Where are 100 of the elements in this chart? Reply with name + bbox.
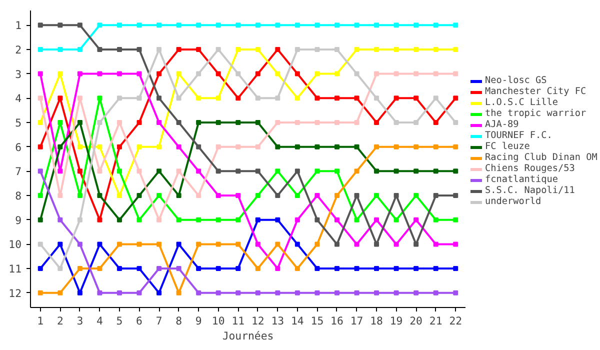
point [216, 266, 221, 272]
point [38, 46, 43, 52]
point [176, 46, 182, 52]
point [136, 46, 142, 52]
point [354, 242, 360, 247]
point [433, 266, 438, 272]
point [216, 290, 221, 296]
point [453, 22, 458, 28]
point [394, 242, 399, 247]
point [176, 242, 182, 247]
point [176, 96, 182, 101]
point [255, 71, 260, 76]
point [116, 46, 122, 52]
y-tick-label: 6 [15, 140, 22, 154]
point [414, 290, 419, 296]
point [38, 290, 43, 296]
point [374, 71, 380, 76]
point [374, 96, 380, 101]
x-tick-label: 3 [76, 314, 84, 328]
point [354, 120, 360, 125]
legend-label: underworld [485, 196, 542, 207]
point [314, 144, 320, 150]
point [38, 266, 43, 272]
point [453, 242, 458, 247]
point [294, 120, 300, 125]
point [255, 120, 260, 125]
point [156, 217, 162, 222]
point [433, 46, 438, 52]
point [374, 144, 380, 150]
point [453, 290, 458, 296]
point [354, 46, 360, 52]
point [334, 242, 340, 247]
point [255, 144, 260, 150]
point [58, 71, 63, 76]
point [294, 242, 300, 247]
point [97, 193, 102, 198]
point [216, 193, 221, 198]
point [453, 266, 458, 272]
point [374, 193, 380, 198]
point [294, 193, 300, 198]
point [38, 71, 43, 76]
point [58, 144, 63, 150]
point [236, 22, 241, 28]
point [216, 168, 221, 174]
point [394, 22, 399, 28]
point [176, 144, 182, 150]
point [97, 120, 102, 125]
point [77, 96, 82, 101]
point [136, 290, 142, 296]
point [58, 290, 63, 296]
point [136, 120, 142, 125]
point [374, 46, 380, 52]
y-tick-label: 7 [15, 165, 22, 178]
point [97, 144, 102, 150]
point [116, 290, 122, 296]
point [236, 290, 241, 296]
point [77, 217, 82, 222]
point [176, 168, 182, 174]
point [97, 46, 102, 52]
legend-label: the tropic warrior [485, 108, 586, 119]
point [196, 290, 202, 296]
point [77, 71, 82, 76]
point [334, 71, 340, 76]
point [394, 46, 399, 52]
x-tick-label: 7 [156, 314, 162, 328]
point [156, 242, 162, 247]
point [354, 96, 360, 101]
point [414, 193, 419, 198]
point [216, 46, 221, 52]
point [275, 71, 280, 76]
point [77, 266, 82, 272]
point [433, 168, 438, 174]
point [334, 193, 340, 198]
point [255, 193, 260, 198]
y-tick-label: 10 [8, 238, 22, 252]
point [97, 22, 102, 28]
point [314, 290, 320, 296]
point [394, 193, 399, 198]
point [38, 120, 43, 125]
point [275, 46, 280, 52]
point [334, 46, 340, 52]
x-axis-title: Journées [222, 330, 274, 342]
point [354, 22, 360, 28]
point [414, 22, 419, 28]
point [196, 46, 202, 52]
point [374, 242, 380, 247]
point [354, 144, 360, 150]
y-tick-label: 3 [15, 68, 22, 81]
point [176, 22, 182, 28]
point [97, 96, 102, 101]
point [374, 22, 380, 28]
point [58, 193, 63, 198]
point [236, 144, 241, 150]
point [136, 96, 142, 101]
point [156, 120, 162, 125]
point [314, 22, 320, 28]
point [255, 22, 260, 28]
y-tick-label: 11 [8, 262, 22, 276]
point [314, 46, 320, 52]
point [394, 120, 399, 125]
